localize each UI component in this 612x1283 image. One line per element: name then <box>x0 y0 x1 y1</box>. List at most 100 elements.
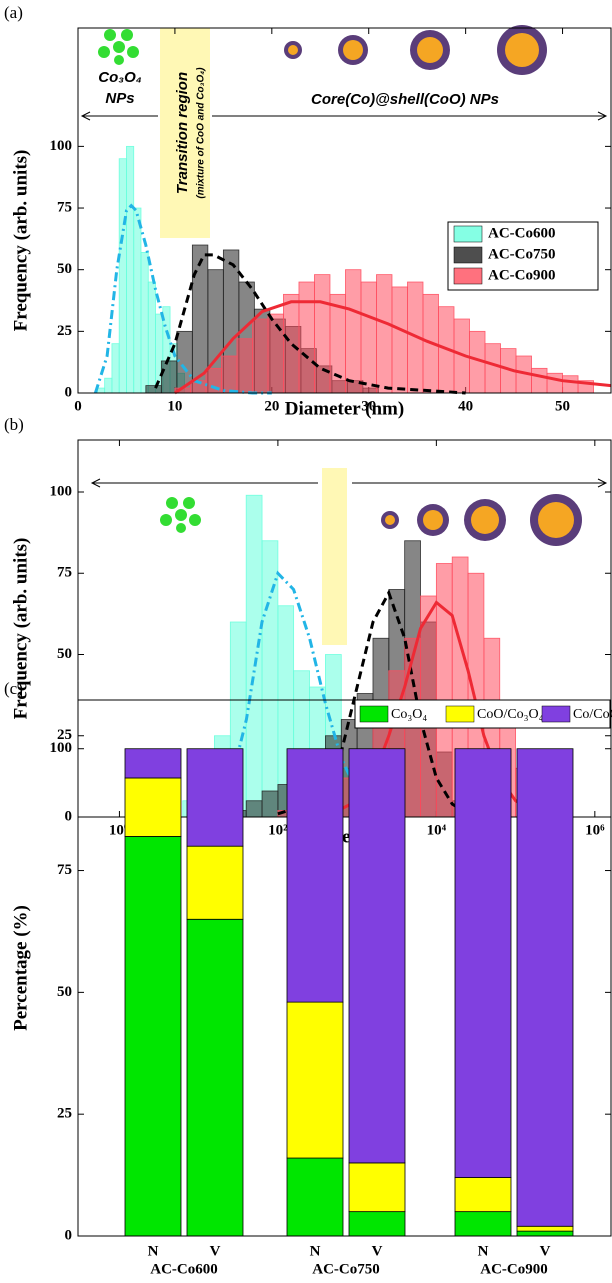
histogram-bar <box>105 378 112 393</box>
x-tick-label: N <box>148 1243 159 1259</box>
y-tick-label: 50 <box>57 984 72 1000</box>
histogram-bar <box>376 275 392 393</box>
histogram-bar <box>314 275 330 393</box>
decor-b <box>92 468 606 645</box>
legend-swatch <box>542 706 570 722</box>
x-tick-label: N <box>310 1243 321 1259</box>
bar-segment <box>287 1158 343 1236</box>
bar-segment <box>349 1163 405 1212</box>
x-tick-label: V <box>372 1243 383 1259</box>
legend-swatch <box>360 706 388 722</box>
histogram-bar <box>283 294 299 393</box>
legend-label: AC-Co750 <box>488 246 556 262</box>
bar-segment <box>517 1226 573 1231</box>
histogram-bar <box>97 388 104 393</box>
histogram-bar <box>361 282 377 393</box>
y-tick-label: 50 <box>57 646 72 662</box>
group-label: AC-Co750 <box>312 1261 380 1277</box>
group-label: AC-Co600 <box>150 1261 218 1277</box>
panel-label: (a) <box>4 3 23 22</box>
histogram-bar <box>262 541 278 817</box>
y-tick-label: 75 <box>57 862 72 878</box>
histogram-bar <box>345 270 361 393</box>
bar-segment <box>125 749 181 778</box>
y-tick-label: 0 <box>65 808 73 824</box>
x-tick-label: 20 <box>264 398 279 414</box>
bar-segment <box>287 749 343 1002</box>
range-arrow <box>92 479 606 487</box>
x-tick-label: 10⁶ <box>585 822 605 838</box>
bar-segment <box>349 749 405 1163</box>
bar-segment <box>517 1231 573 1236</box>
y-tick-label: 75 <box>57 199 72 215</box>
histogram-bar <box>126 146 133 393</box>
histogram-bar <box>146 386 162 393</box>
co3o4-icon <box>98 29 139 65</box>
x-tick-label: N <box>478 1243 489 1259</box>
co3o4-icon <box>160 497 201 533</box>
x-tick-label: 10⁴ <box>427 822 447 838</box>
x-tick-label: 10 <box>167 398 182 414</box>
bar-segment <box>287 1002 343 1158</box>
bar-segment <box>349 1212 405 1236</box>
histogram-bar <box>563 376 579 393</box>
legend-swatch <box>454 268 482 284</box>
y-axis-label: Percentage (%) <box>10 905 31 1031</box>
histogram-bar <box>221 356 237 393</box>
histogram-bar <box>112 344 119 393</box>
bar-segment <box>125 836 181 1236</box>
decor-a <box>82 25 606 238</box>
annotation: NPs <box>105 90 134 107</box>
y-tick-label: 0 <box>65 384 73 400</box>
histogram-bar <box>134 208 141 393</box>
y-tick-label: 75 <box>57 565 72 581</box>
core-shell-icons <box>381 494 582 546</box>
panel-label: (c) <box>4 679 23 698</box>
histogram-bar <box>237 339 253 393</box>
histogram-bar <box>141 252 148 393</box>
histogram-bar <box>436 564 452 818</box>
histogram-bar <box>299 282 315 393</box>
legend-swatch <box>446 706 474 722</box>
core-shell-icons <box>284 25 547 75</box>
annotation: (mixture of CoO and Co₃O₄) <box>196 67 207 199</box>
x-tick-label: 40 <box>458 398 473 414</box>
x-tick-label: 50 <box>555 398 570 414</box>
y-tick-label: 100 <box>50 483 73 499</box>
x-tick-label: V <box>210 1243 221 1259</box>
bar-segment <box>455 1178 511 1212</box>
bar-segment <box>125 778 181 836</box>
annotation: Transition region <box>174 72 191 194</box>
legend-label: Co/CoO <box>573 707 612 722</box>
x-tick-label: 10² <box>268 822 288 838</box>
x-tick-label: 0 <box>74 398 82 414</box>
histogram-bar <box>148 282 155 393</box>
histogram-bar <box>119 159 126 393</box>
x-tick-label: V <box>540 1243 551 1259</box>
bar-segment <box>187 919 243 1236</box>
transition-band <box>322 468 347 645</box>
bar-segment <box>517 749 573 1227</box>
x-axis-label: Diameter (nm) <box>285 398 404 419</box>
histogram-bar <box>330 294 346 393</box>
figure: (a)0255075100Frequency (arb. units)01020… <box>0 0 612 1283</box>
y-tick-label: 50 <box>57 261 72 277</box>
histogram-bar <box>252 319 268 393</box>
legend-swatch <box>454 226 482 242</box>
bar-segment <box>187 846 243 919</box>
group-label: AC-Co900 <box>480 1261 548 1277</box>
y-tick-label: 0 <box>65 1227 73 1243</box>
bar-segment <box>455 749 511 1178</box>
y-tick-label: 25 <box>57 323 72 339</box>
annotation: Co₃O₄ <box>98 69 142 86</box>
histogram-bar <box>485 344 501 393</box>
annotation: Core(Co)@shell(CoO) NPs <box>311 91 499 108</box>
legend-label: AC-Co900 <box>488 267 556 283</box>
histogram-bar <box>262 791 278 817</box>
legend-label: AC-Co600 <box>488 225 556 241</box>
legend-label: CoO/Co₃O₄ <box>477 707 544 722</box>
legend-swatch <box>454 247 482 263</box>
y-tick-label: 100 <box>50 138 73 154</box>
histogram-bar <box>246 495 262 817</box>
histogram-bar <box>532 368 548 393</box>
